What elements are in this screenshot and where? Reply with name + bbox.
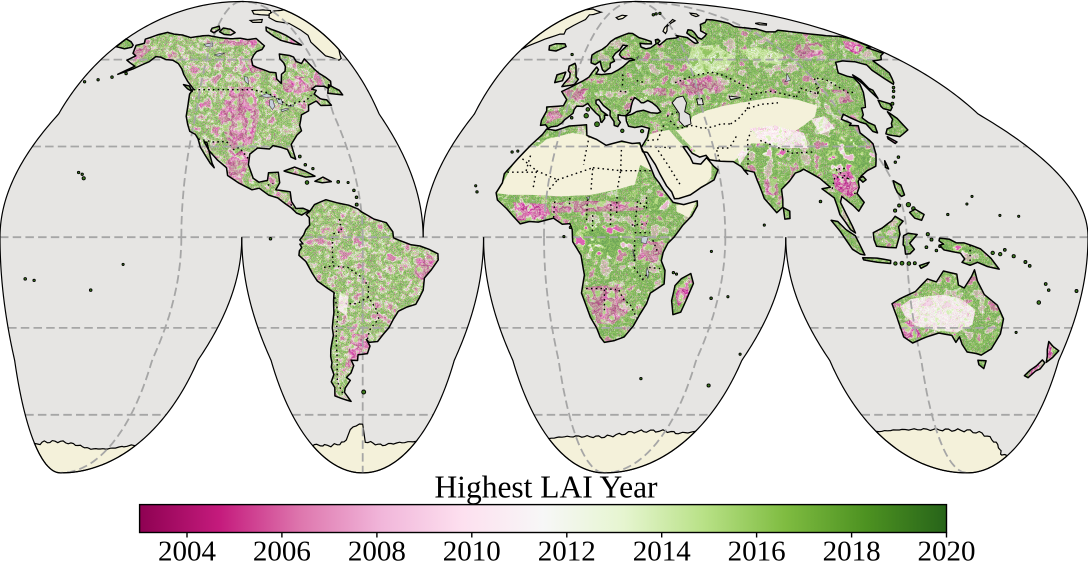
- svg-text:Highest LAI Year: Highest LAI Year: [434, 470, 658, 505]
- svg-text:2004: 2004: [158, 536, 217, 568]
- svg-text:2012: 2012: [538, 536, 596, 568]
- svg-text:2014: 2014: [633, 536, 692, 568]
- svg-text:2018: 2018: [823, 536, 881, 568]
- svg-text:2016: 2016: [728, 536, 786, 568]
- svg-text:2006: 2006: [253, 536, 311, 568]
- svg-text:2010: 2010: [443, 536, 501, 568]
- svg-text:2008: 2008: [348, 536, 406, 568]
- svg-text:2020: 2020: [918, 536, 976, 568]
